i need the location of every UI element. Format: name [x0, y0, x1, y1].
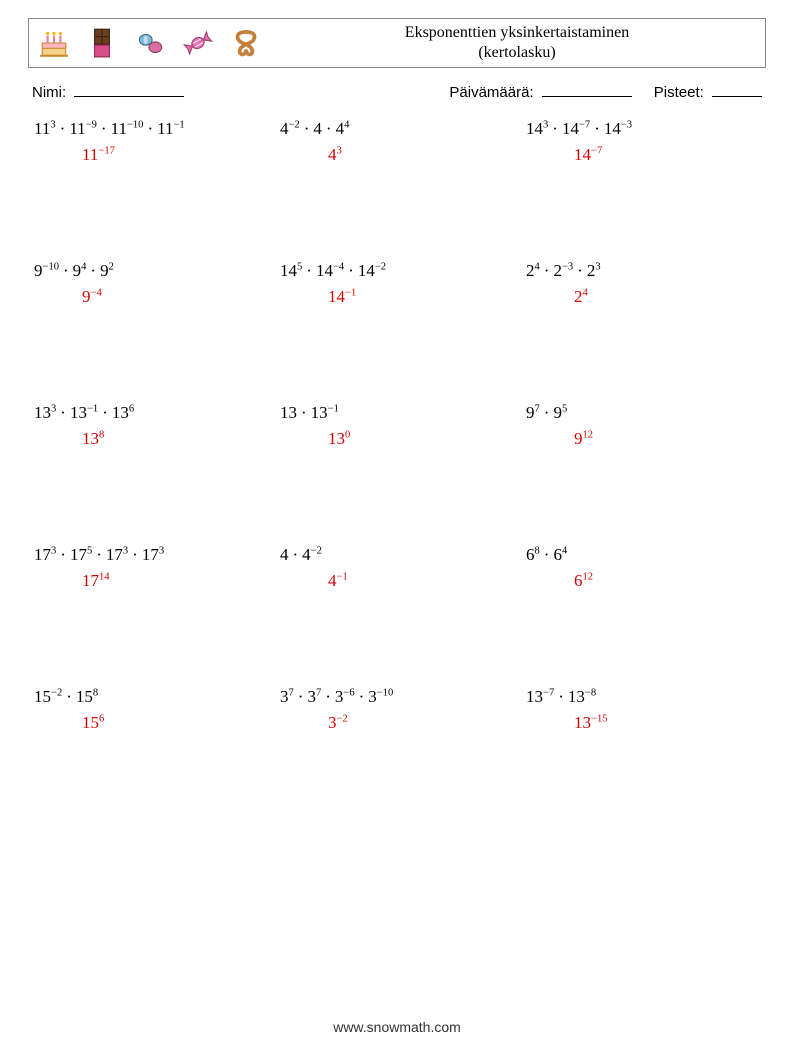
problem-expression: 24·2−3·23	[526, 261, 760, 281]
problem-cell: 68·64 612	[520, 545, 766, 591]
problems-grid: 113·11−9·11−10·11−1 11−17 4−2·4·44 43 143·14…	[28, 119, 766, 733]
problem-cell: 113·11−9·11−10·11−1 11−17	[28, 119, 274, 165]
problem-expression: 4·4−2	[280, 545, 514, 565]
problem-expression: 113·11−9·11−10·11−1	[34, 119, 268, 139]
problem-cell: 4−2·4·44 43	[274, 119, 520, 165]
problem-cell: 133·13−1·136 138	[28, 403, 274, 449]
problem-answer: 1714	[34, 571, 268, 591]
problem-answer: 9−4	[34, 287, 268, 307]
problem-cell: 9−10·94·92 9−4	[28, 261, 274, 307]
problem-expression: 13−7·13−8	[526, 687, 760, 707]
problem-expression: 97·95	[526, 403, 760, 423]
chocolate-bar-icon	[85, 26, 119, 60]
worksheet-title: Eksponenttien yksinkertaistaminen (kerto…	[279, 23, 765, 63]
score-field: Pisteet:	[654, 82, 762, 101]
problem-cell: 24·2−3·23 24	[520, 261, 766, 307]
problem-answer: 130	[280, 429, 514, 449]
problem-cell: 145·14−4·14−2 14−1	[274, 261, 520, 307]
score-blank	[712, 82, 762, 97]
problem-answer: 912	[526, 429, 760, 449]
name-blank	[74, 82, 184, 97]
header-box: Eksponenttien yksinkertaistaminen (kerto…	[28, 18, 766, 68]
info-line: Nimi: Päivämäärä: Pisteet:	[32, 82, 762, 101]
worksheet-page: Eksponenttien yksinkertaistaminen (kerto…	[0, 0, 794, 1053]
score-label: Pisteet:	[654, 84, 704, 101]
problem-expression: 143·14−7·14−3	[526, 119, 760, 139]
problem-expression: 173·175·173·173	[34, 545, 268, 565]
candies-icon	[133, 26, 167, 60]
problem-cell: 13−7·13−8 13−15	[520, 687, 766, 733]
problem-cell: 173·175·173·173 1714	[28, 545, 274, 591]
name-field: Nimi:	[32, 82, 184, 101]
problem-answer: 138	[34, 429, 268, 449]
problem-expression: 37·37·3−6·3−10	[280, 687, 514, 707]
problem-answer: 4−1	[280, 571, 514, 591]
problem-cell: 143·14−7·14−3 14−7	[520, 119, 766, 165]
problem-answer: 3−2	[280, 713, 514, 733]
wrapped-candy-icon	[181, 26, 215, 60]
pretzel-icon	[229, 26, 263, 60]
problem-expression: 15−2·158	[34, 687, 268, 707]
date-blank	[542, 82, 632, 97]
header-icons	[29, 26, 279, 60]
cake-icon	[37, 26, 71, 60]
problem-answer: 43	[280, 145, 514, 165]
problem-expression: 68·64	[526, 545, 760, 565]
problem-row: 113·11−9·11−10·11−1 11−17 4−2·4·44 43 143·14…	[28, 119, 766, 165]
problem-cell: 13·13−1 130	[274, 403, 520, 449]
problem-expression: 4−2·4·44	[280, 119, 514, 139]
name-label: Nimi:	[32, 84, 66, 101]
problem-expression: 145·14−4·14−2	[280, 261, 514, 281]
problem-answer: 13−15	[526, 713, 760, 733]
date-field: Päivämäärä:	[449, 82, 631, 101]
problem-cell: 15−2·158 156	[28, 687, 274, 733]
problem-answer: 24	[526, 287, 760, 307]
title-line-1: Eksponenttien yksinkertaistaminen	[279, 23, 755, 43]
problem-cell: 97·95 912	[520, 403, 766, 449]
problem-answer: 612	[526, 571, 760, 591]
problem-answer: 14−7	[526, 145, 760, 165]
problem-answer: 14−1	[280, 287, 514, 307]
problem-expression: 13·13−1	[280, 403, 514, 423]
title-line-2: (kertolasku)	[279, 43, 755, 63]
problem-row: 15−2·15815637·37·3−6·3−103−213−7·13−813−…	[28, 687, 766, 733]
problem-cell: 37·37·3−6·3−10 3−2	[274, 687, 520, 733]
problem-cell: 4·4−2 4−1	[274, 545, 520, 591]
problem-answer: 156	[34, 713, 268, 733]
date-label: Päivämäärä:	[449, 84, 533, 101]
problem-expression: 133·13−1·136	[34, 403, 268, 423]
problem-row: 173·175·173·173 1714 4·4−2 4−1 68·64 612	[28, 545, 766, 591]
footer-url: www.snowmath.com	[0, 1019, 794, 1035]
problem-row: 9−10·94·929−4145·14−4·14−214−124·2−3·232…	[28, 261, 766, 307]
problem-expression: 9−10·94·92	[34, 261, 268, 281]
problem-answer: 11−17	[34, 145, 268, 165]
problem-row: 133·13−1·136 138 13·13−1 130 97·95 912	[28, 403, 766, 449]
